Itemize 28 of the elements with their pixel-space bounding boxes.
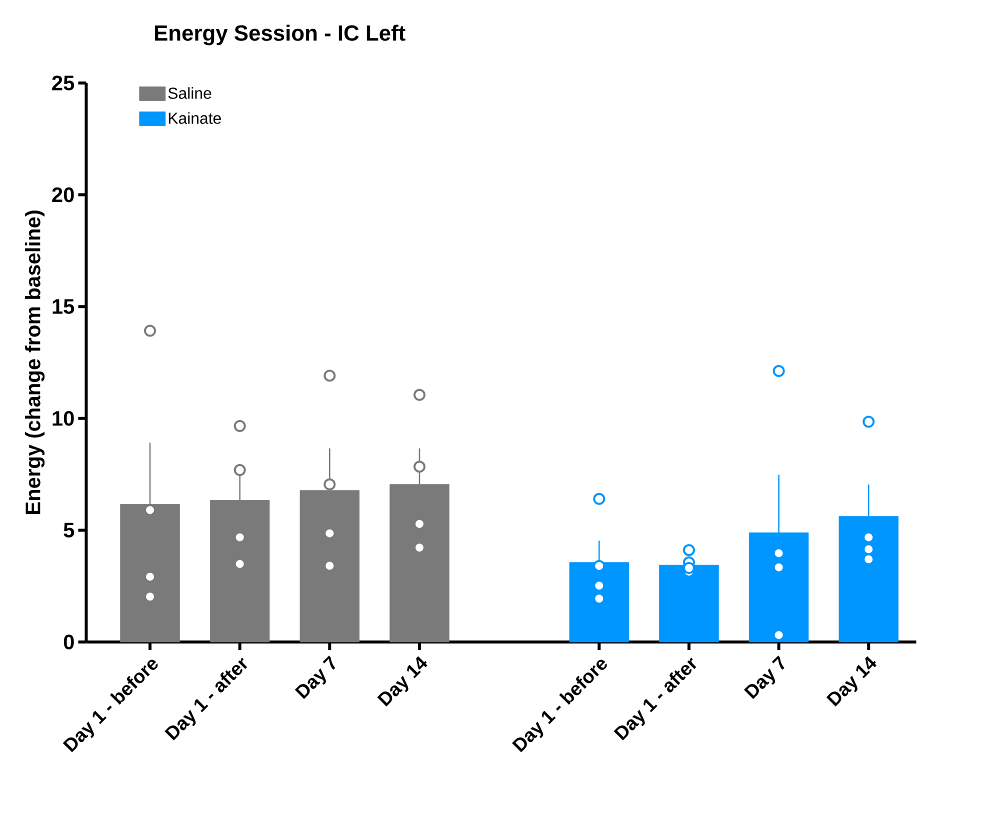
y-tick-label: 5 [64, 522, 74, 538]
point [324, 478, 336, 490]
y-tick-label: 15 [52, 299, 74, 314]
point [682, 562, 695, 574]
y-axis-title: Energy (change from baseline) [25, 210, 45, 514]
point [234, 464, 246, 476]
point [862, 416, 875, 428]
x-tick-label: Day 7 [744, 656, 784, 700]
x-tick-label: Day 14 [826, 656, 877, 706]
bar [120, 504, 180, 642]
legend-label: Saline [168, 87, 212, 99]
y-tick-label: 20 [52, 187, 74, 202]
point [413, 388, 426, 401]
point [682, 544, 695, 556]
point [413, 460, 426, 473]
point [772, 364, 785, 377]
point [593, 492, 606, 505]
legend-label: Kainate [168, 112, 221, 124]
point [144, 324, 156, 337]
y-tick-label: 0 [64, 634, 74, 650]
y-tick-label: 10 [52, 410, 74, 426]
x-tick-label: Day 7 [294, 656, 336, 700]
chart-title: Energy Session - IC Left [154, 24, 406, 46]
y-tick-label: 25 [52, 76, 74, 90]
bar [569, 562, 629, 642]
x-tick-label: Day 14 [377, 656, 428, 706]
point [324, 370, 336, 382]
point [234, 420, 246, 432]
